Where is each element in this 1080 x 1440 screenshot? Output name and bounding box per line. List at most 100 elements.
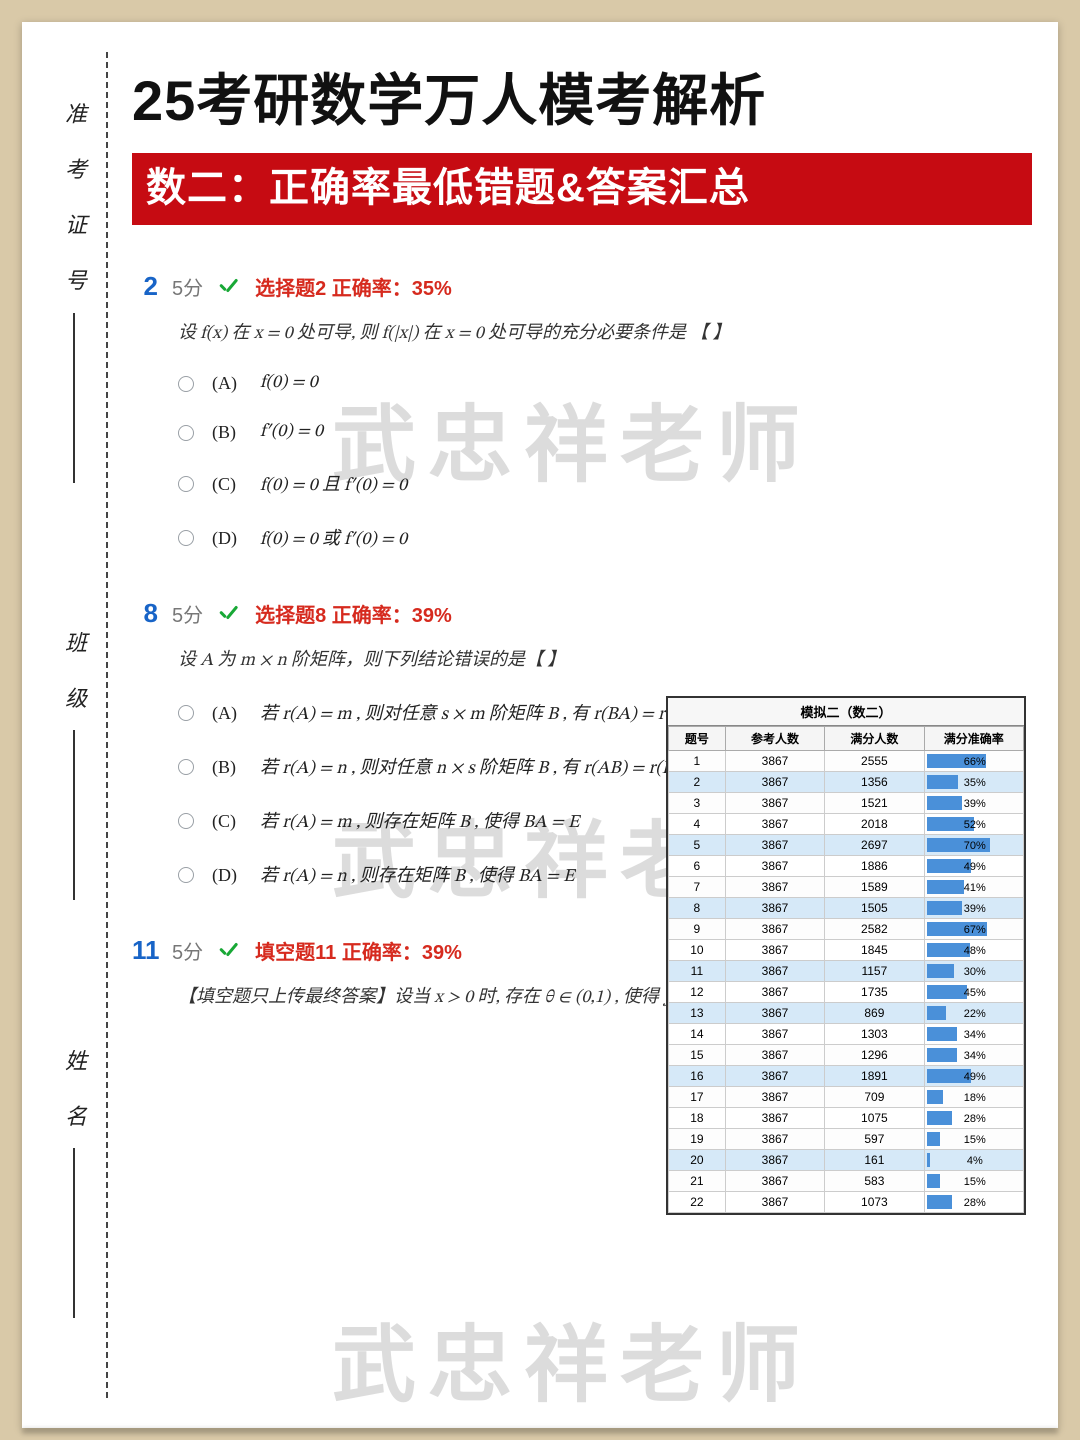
rate-bar (927, 1132, 941, 1146)
rate-bar (927, 1111, 952, 1125)
rate-text: 28% (962, 1113, 986, 1125)
stats-rate-cell: 49% (924, 856, 1023, 877)
stats-table: 模拟二（数二） 题号参考人数满分人数满分准确率 13867255566%2386… (666, 696, 1026, 1215)
check-icon (217, 275, 241, 299)
stats-cell: 1296 (825, 1045, 924, 1066)
stats-col-header: 满分准确率 (924, 727, 1023, 751)
stats-row: 2038671614% (669, 1150, 1024, 1171)
stats-cell: 21 (669, 1171, 726, 1192)
check-icon (217, 939, 241, 963)
stats-cell: 2582 (825, 919, 924, 940)
option-row[interactable]: (C)f(0) = 0 且 f′(0) = 0 (178, 470, 1032, 498)
stats-cell: 161 (825, 1150, 924, 1171)
stats-rate-cell: 18% (924, 1087, 1023, 1108)
stats-caption: 模拟二（数二） (668, 698, 1024, 726)
option-key: (A) (212, 373, 242, 394)
stats-row: 19386759715% (669, 1129, 1024, 1150)
question-stem: 设 f(x) 在 x = 0 处可导, 则 f(|x|) 在 x = 0 处可导… (178, 318, 1032, 346)
stats-row: 53867269770% (669, 835, 1024, 856)
radio-icon[interactable] (178, 759, 194, 775)
rate-text: 67% (962, 924, 986, 936)
option-text: 若 r(A) = m , 则存在矩阵 B , 使得 BA = E (260, 807, 579, 835)
radio-icon[interactable] (178, 530, 194, 546)
option-key: (C) (212, 811, 242, 832)
rate-text: 39% (962, 903, 986, 915)
rate-text: 45% (962, 987, 986, 999)
check-icon (217, 602, 241, 626)
stats-row: 163867189149% (669, 1066, 1024, 1087)
stats-cell: 9 (669, 919, 726, 940)
label-class: 班 级 (58, 631, 90, 723)
option-text: 若 r(A) = n , 则存在矩阵 B , 使得 BA = E (260, 861, 574, 889)
stats-cell: 3867 (725, 1087, 824, 1108)
question-accuracy-label: 选择题2 正确率：35% (255, 272, 452, 301)
option-row[interactable]: (D)f(0) = 0 或 f′(0) = 0 (178, 524, 1032, 552)
stats-col-header: 满分人数 (825, 727, 924, 751)
stats-cell: 2555 (825, 751, 924, 772)
radio-icon[interactable] (178, 705, 194, 721)
option-row[interactable]: (B)f′(0) = 0 (178, 421, 1032, 444)
stats-cell: 19 (669, 1129, 726, 1150)
stats-cell: 16 (669, 1066, 726, 1087)
radio-icon[interactable] (178, 425, 194, 441)
label-underline (73, 730, 75, 900)
question-header: 85分选择题8 正确率：39% (132, 598, 1032, 629)
rate-bar (927, 775, 959, 789)
stats-row: 23867135635% (669, 772, 1024, 793)
stats-cell: 709 (825, 1087, 924, 1108)
radio-icon[interactable] (178, 813, 194, 829)
stats-cell: 14 (669, 1024, 726, 1045)
question-number: 8 (132, 598, 158, 629)
rate-text: 66% (962, 756, 986, 768)
stats-cell: 3867 (725, 940, 824, 961)
stats-cell: 1157 (825, 961, 924, 982)
stats-rate-cell: 70% (924, 835, 1023, 856)
rate-text: 15% (962, 1134, 986, 1146)
stats-cell: 1589 (825, 877, 924, 898)
rate-bar (927, 1048, 958, 1062)
stats-row: 93867258267% (669, 919, 1024, 940)
stats-rate-cell: 41% (924, 877, 1023, 898)
stats-row: 183867107528% (669, 1108, 1024, 1129)
label-name: 姓 名 (58, 1049, 90, 1141)
option-text: f(0) = 0 (260, 372, 318, 395)
radio-icon[interactable] (178, 867, 194, 883)
question-number: 11 (132, 935, 158, 966)
question-number: 2 (132, 271, 158, 302)
option-row[interactable]: (A) f(0) = 0 (178, 372, 1032, 395)
stats-row: 17386770918% (669, 1087, 1024, 1108)
stats-row: 73867158941% (669, 877, 1024, 898)
stats-row: 33867152139% (669, 793, 1024, 814)
stats-cell: 1521 (825, 793, 924, 814)
stats-rate-cell: 28% (924, 1108, 1023, 1129)
option-text: 若 r(A) = n , 则对任意 n × s 阶矩阵 B , 有 r(AB) … (260, 753, 679, 781)
stats-cell: 4 (669, 814, 726, 835)
stats-rate-cell: 67% (924, 919, 1023, 940)
stats-cell: 2 (669, 772, 726, 793)
stats-rate-cell: 34% (924, 1024, 1023, 1045)
options-group: (A) f(0) = 0 (B)f′(0) = 0 (C)f(0) = 0 且 f′(… (178, 372, 1032, 552)
stats-cell: 10 (669, 940, 726, 961)
question-accuracy-label: 填空题11 正确率：39% (255, 936, 462, 965)
exam-page: 准 考 证 号 班 级 姓 名 25考研数学万人模考解析 数二：正确率最低错题&… (22, 22, 1058, 1428)
rate-text: 18% (962, 1092, 986, 1104)
rate-bar (927, 1174, 941, 1188)
stats-cell: 3867 (725, 1024, 824, 1045)
radio-icon[interactable] (178, 476, 194, 492)
rate-text: 34% (962, 1029, 986, 1041)
rate-text: 28% (962, 1197, 986, 1209)
stats-row: 83867150539% (669, 898, 1024, 919)
stats-row: 113867115730% (669, 961, 1024, 982)
rate-text: 48% (962, 945, 986, 957)
stats-row: 143867130334% (669, 1024, 1024, 1045)
stats-cell: 3 (669, 793, 726, 814)
option-key: (C) (212, 474, 242, 495)
stats-col-header: 题号 (669, 727, 726, 751)
stats-rate-cell: 66% (924, 751, 1023, 772)
rate-bar (927, 1195, 952, 1209)
rate-text: 49% (962, 861, 986, 873)
stats-cell: 1073 (825, 1192, 924, 1213)
question-block: 25分选择题2 正确率：35%设 f(x) 在 x = 0 处可导, 则 f(|… (132, 271, 1032, 552)
stats-cell: 20 (669, 1150, 726, 1171)
radio-icon[interactable] (178, 376, 194, 392)
